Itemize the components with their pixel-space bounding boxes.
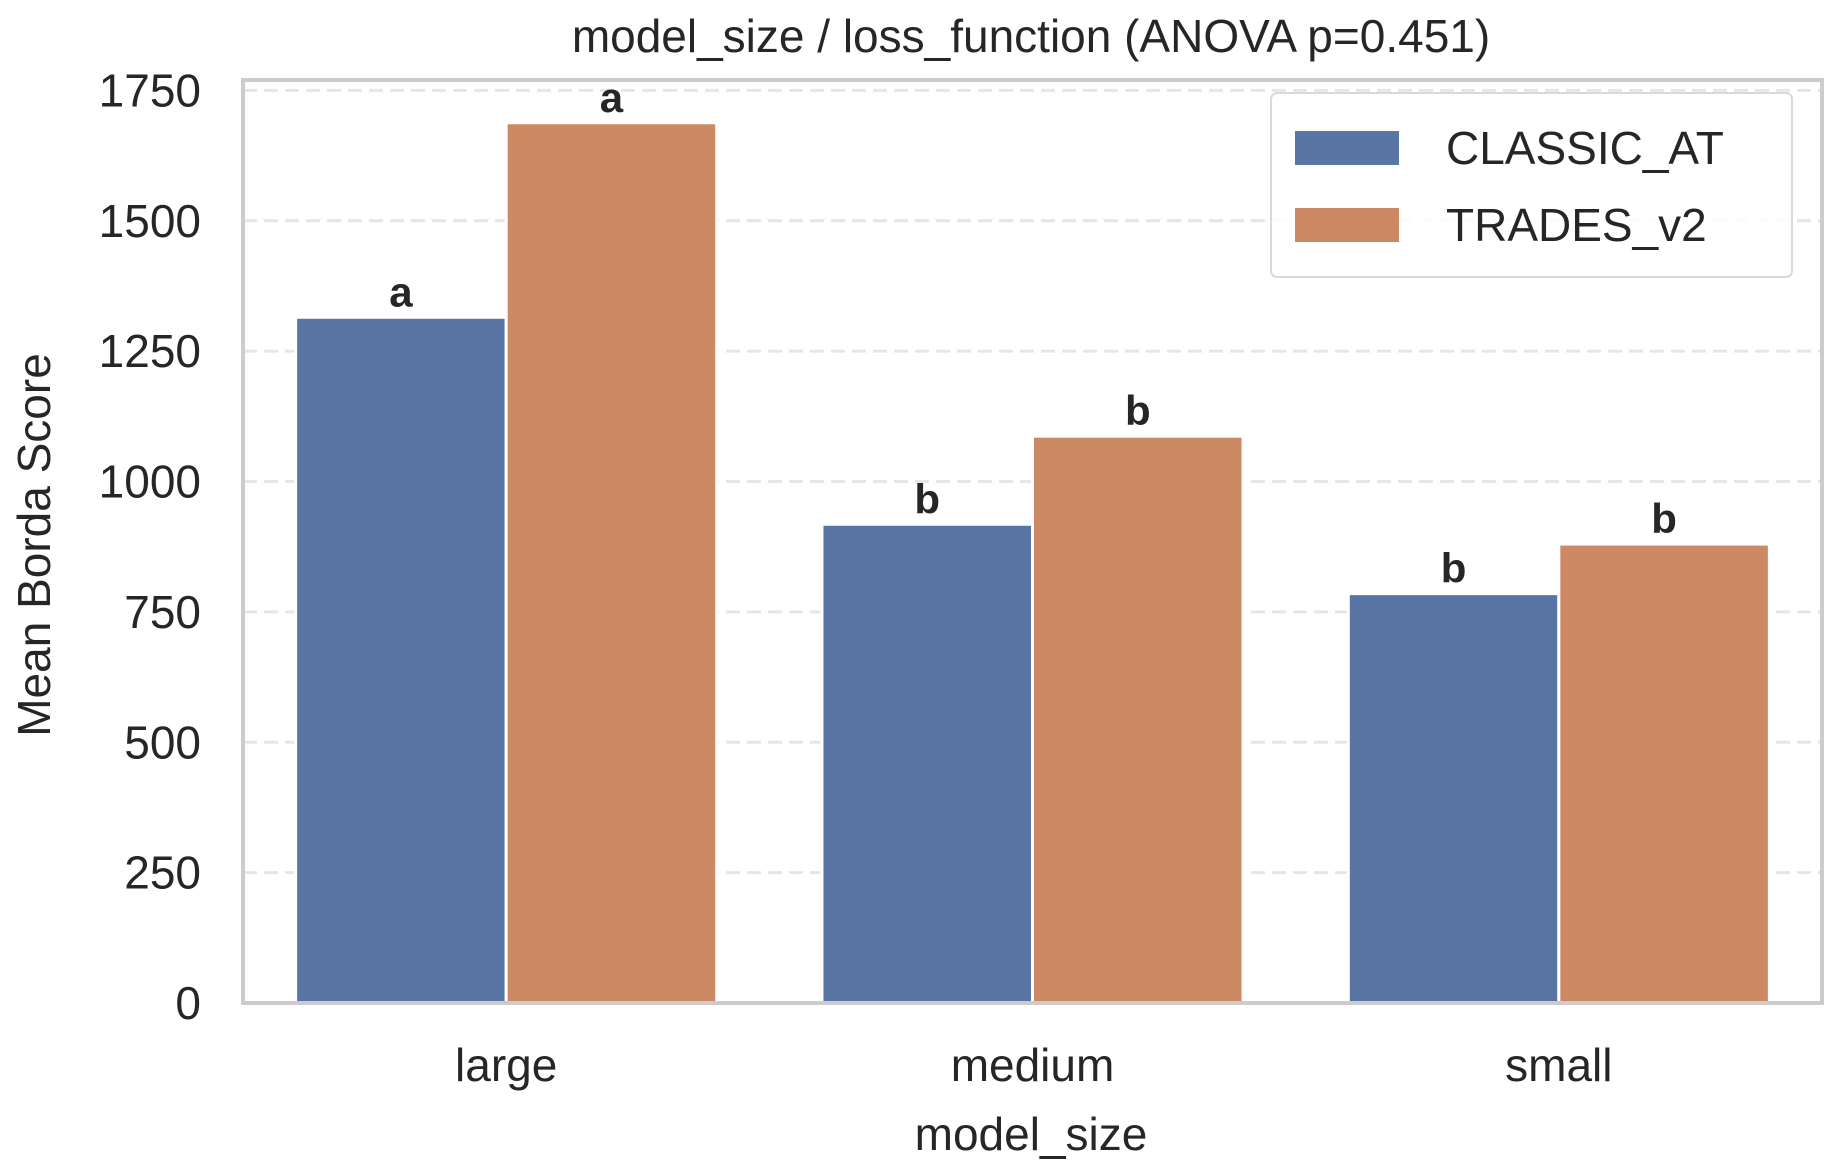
x-tick-labels: large medium small: [455, 1039, 1612, 1091]
y-tick-label: 0: [175, 977, 201, 1029]
bar: [504, 121, 719, 1005]
bar: [1031, 434, 1245, 1005]
bar-label: a: [389, 268, 413, 315]
y-tick-label: 1000: [99, 456, 201, 508]
chart-title: model_size / loss_function (ANOVA p=0.45…: [572, 10, 1490, 62]
bar-label: b: [914, 475, 940, 522]
y-tick-label: 1250: [99, 325, 201, 377]
y-tick-label: 250: [124, 847, 201, 899]
x-tick-label: small: [1505, 1039, 1612, 1091]
legend: CLASSIC_AT TRADES_v2: [1270, 92, 1793, 278]
legend-label: CLASSIC_AT: [1446, 122, 1724, 174]
y-axis-label: Mean Borda Score: [8, 353, 60, 737]
bar-label: b: [1651, 495, 1677, 542]
y-tick-labels: 0 250 500 750 1000 1250 1500 1750: [99, 64, 201, 1029]
y-tick-label: 1500: [99, 195, 201, 247]
legend-box: [1270, 92, 1793, 278]
x-tick-label: large: [455, 1039, 557, 1091]
bar: [1346, 592, 1561, 1005]
legend-swatch: [1295, 208, 1399, 242]
y-tick-label: 1750: [99, 64, 201, 116]
bar: [1557, 542, 1771, 1005]
bar: [294, 315, 508, 1005]
bar: [820, 522, 1035, 1005]
x-axis-label: model_size: [915, 1108, 1148, 1160]
bar-label: b: [1441, 545, 1467, 592]
bars: [294, 121, 1771, 1005]
legend-swatch: [1295, 131, 1399, 165]
x-tick-label: medium: [951, 1039, 1115, 1091]
y-tick-label: 500: [124, 716, 201, 768]
legend-items: CLASSIC_AT TRADES_v2: [1295, 122, 1724, 251]
plot-frame: [241, 78, 1824, 1005]
legend-label: TRADES_v2: [1446, 199, 1707, 251]
y-tick-label: 750: [124, 586, 201, 638]
bar-label: b: [1125, 387, 1151, 434]
